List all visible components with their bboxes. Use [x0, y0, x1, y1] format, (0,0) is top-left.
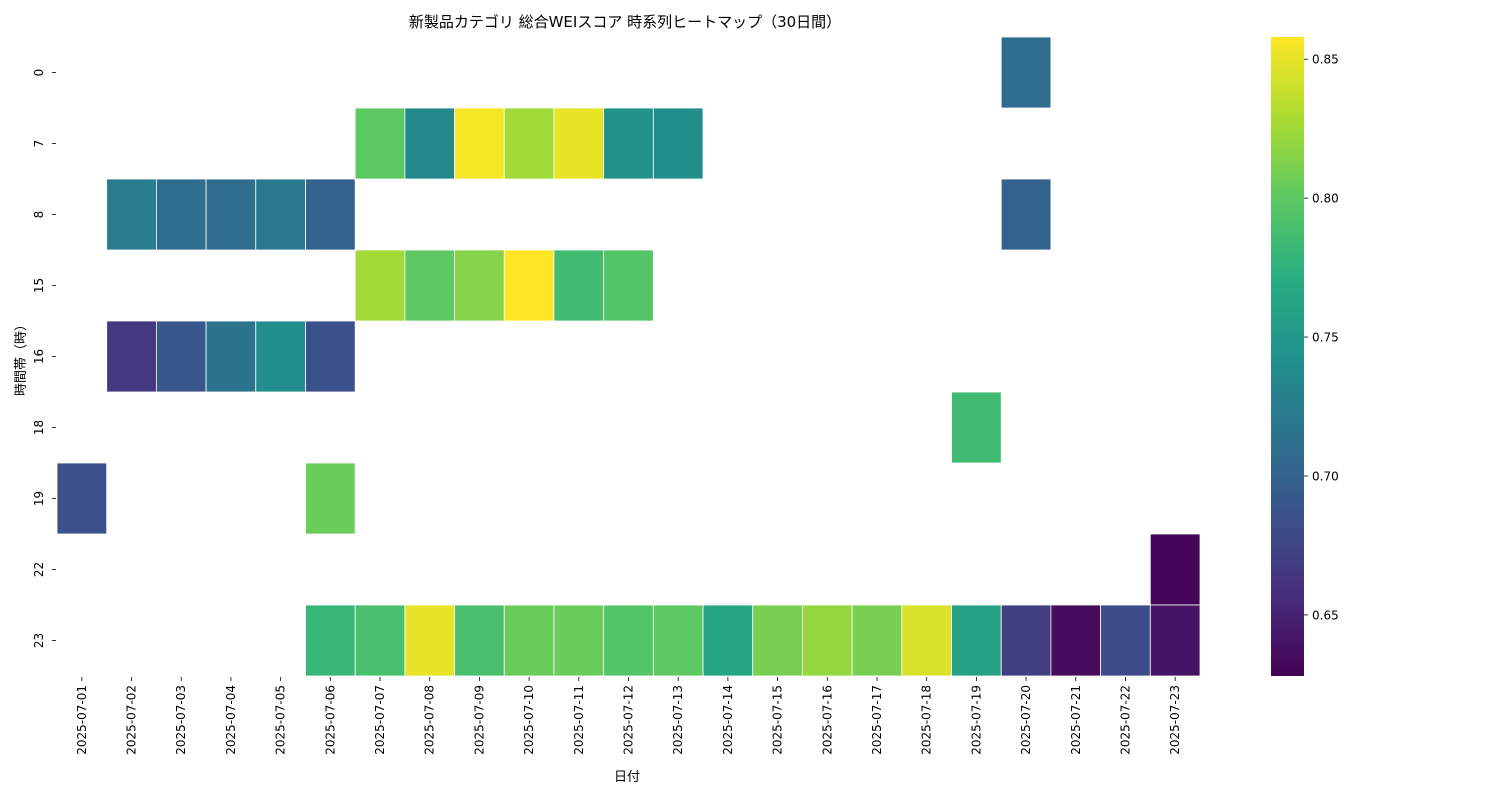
- heatmap-cell: [802, 604, 853, 677]
- x-tick-label: 2025-07-21: [1069, 685, 1083, 755]
- x-tick-label: 2025-07-16: [820, 685, 834, 755]
- x-tick-label: 2025-07-03: [174, 685, 188, 755]
- heatmap-cell: [454, 107, 505, 180]
- colorbar-tick-label: 0.70: [1312, 469, 1339, 483]
- heatmap-cell: [354, 604, 406, 677]
- heatmap-cell: [205, 178, 257, 251]
- x-axis-label: 日付: [614, 770, 640, 785]
- heatmap-cell: [503, 107, 555, 180]
- x-tick-label: 2025-07-17: [870, 685, 884, 755]
- x-tick-label: 2025-07-15: [771, 685, 785, 755]
- heatmap-cell: [454, 249, 505, 322]
- heatmap-cell: [901, 604, 952, 677]
- heatmap-cells: [56, 36, 1201, 677]
- colorbar-ticks: 0.65 0.70 0.75 0.80 0.85: [1304, 53, 1339, 622]
- y-tick-label: 0: [32, 69, 46, 77]
- heatmap-cell: [404, 107, 455, 180]
- heatmap-cell: [503, 604, 555, 677]
- x-tick-label: 2025-07-19: [969, 685, 983, 755]
- y-tick-label: 19: [32, 491, 46, 506]
- heatmap-cell: [155, 320, 207, 393]
- x-tick-label: 2025-07-01: [75, 685, 89, 755]
- heatmap-cell: [305, 178, 356, 251]
- y-tick-label: 8: [32, 211, 46, 219]
- heatmap-cell: [354, 249, 406, 322]
- heatmap-cell: [454, 604, 505, 677]
- colorbar-tick-label: 0.85: [1312, 53, 1339, 67]
- x-tick-label: 2025-07-10: [522, 685, 536, 755]
- heatmap-cell: [1000, 604, 1052, 677]
- heatmap-cell: [354, 107, 406, 180]
- heatmap-cell: [951, 391, 1002, 464]
- heatmap-cell: [255, 320, 306, 393]
- heatmap-cell: [1050, 604, 1102, 677]
- heatmap-cell: [305, 462, 356, 535]
- heatmap-cell: [1149, 604, 1201, 677]
- heatmap-cell: [404, 604, 455, 677]
- y-tick-label: 23: [32, 633, 46, 648]
- chart-title: 新製品カテゴリ 総合WEIスコア 時系列ヒートマップ（30日間）: [409, 13, 841, 31]
- heatmap-cell: [553, 249, 605, 322]
- heatmap-cell: [553, 604, 605, 677]
- x-tick-label: 2025-07-02: [125, 685, 139, 755]
- x-tick-label: 2025-07-06: [323, 685, 337, 755]
- y-tick-label: 7: [32, 140, 46, 148]
- colorbar-tick-label: 0.80: [1312, 192, 1339, 206]
- heatmap-cell: [702, 604, 754, 677]
- heatmap-cell: [603, 107, 654, 180]
- x-tick-label: 2025-07-08: [423, 685, 437, 755]
- heatmap-cell: [404, 249, 455, 322]
- x-tick-label: 2025-07-13: [671, 685, 685, 755]
- heatmap-cell: [1000, 36, 1052, 109]
- heatmap-cell: [603, 604, 654, 677]
- heatmap-cell: [752, 604, 803, 677]
- heatmap-cell: [603, 249, 654, 322]
- heatmap-cell: [155, 178, 207, 251]
- heatmap-cell: [255, 178, 306, 251]
- heatmap-cell: [56, 462, 108, 535]
- heatmap-cell: [305, 320, 356, 393]
- heatmap-cell: [305, 604, 356, 677]
- y-tick-label: 18: [32, 420, 46, 435]
- heatmap-cell: [503, 249, 555, 322]
- x-tick-label: 2025-07-12: [622, 685, 636, 755]
- colorbar-tick-label: 0.75: [1312, 331, 1339, 345]
- heatmap-cell: [106, 178, 157, 251]
- x-tick-label: 2025-07-20: [1019, 685, 1033, 755]
- x-tick-label: 2025-07-18: [920, 685, 934, 755]
- y-tick-label: 15: [32, 278, 46, 293]
- x-tick-label: 2025-07-23: [1168, 685, 1182, 755]
- colorbar-tick-label: 0.65: [1312, 608, 1339, 622]
- heatmap-cell: [106, 320, 157, 393]
- y-tick-label: 22: [32, 562, 46, 577]
- x-axis: 2025-07-01 2025-07-02 2025-07-03 2025-07-04…: [75, 677, 1182, 755]
- colorbar: [1271, 37, 1304, 676]
- heatmap-cell: [1100, 604, 1151, 677]
- heatmap-cell: [1000, 178, 1052, 251]
- heatmap-cell: [851, 604, 903, 677]
- x-tick-label: 2025-07-22: [1118, 685, 1132, 755]
- y-axis: 0 7 8 15 16 18 19 22 23: [32, 69, 56, 648]
- x-tick-label: 2025-07-14: [721, 685, 735, 755]
- heatmap-cell: [553, 107, 605, 180]
- heatmap-cell: [205, 320, 257, 393]
- x-tick-label: 2025-07-09: [472, 685, 486, 755]
- x-tick-label: 2025-07-07: [373, 685, 387, 755]
- heatmap-cell: [951, 604, 1002, 677]
- x-tick-label: 2025-07-11: [572, 685, 586, 755]
- heatmap-cell: [1149, 533, 1201, 606]
- heatmap-cell: [652, 604, 704, 677]
- x-tick-label: 2025-07-04: [224, 685, 238, 755]
- y-axis-label: 時間帯（時）: [14, 318, 29, 396]
- y-tick-label: 16: [32, 349, 46, 364]
- x-tick-label: 2025-07-05: [274, 685, 288, 755]
- heatmap-cell: [652, 107, 704, 180]
